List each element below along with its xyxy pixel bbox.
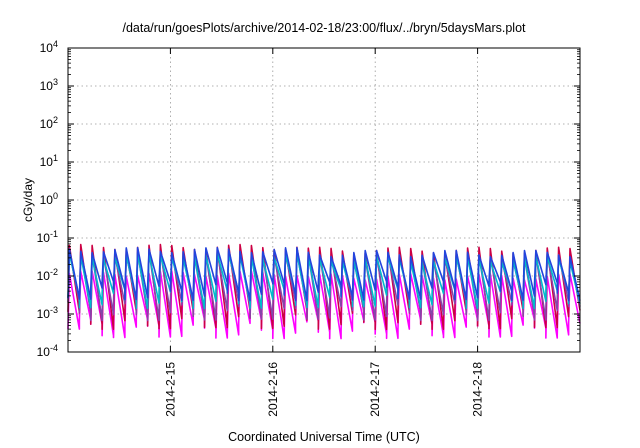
x-axis: 2014-2-15 2014-2-16 2014-2-17 2014-2-18: [163, 48, 485, 417]
y-tick-label: 10-2: [37, 267, 58, 283]
x-tick-label: 2014-2-17: [368, 362, 382, 417]
y-tick-label: 10-1: [37, 229, 58, 245]
y-tick-label: 10-4: [37, 343, 58, 359]
x-tick-label: 2014-2-16: [266, 362, 280, 417]
y-tick-label: 100: [40, 191, 58, 207]
x-tick-label: 2014-2-18: [471, 362, 485, 417]
y-axis-label: cGy/day: [21, 178, 35, 222]
y-tick-label: 102: [40, 115, 58, 131]
y-axis: 10-4 10-3 10-2 10-1 100 101 102 103 104: [37, 39, 580, 359]
y-tick-label: 104: [40, 39, 58, 55]
series-layer: [67, 243, 581, 340]
y-tick-label: 101: [40, 153, 58, 169]
x-axis-label: Coordinated Universal Time (UTC): [228, 430, 420, 444]
y-tick-label: 103: [40, 77, 58, 93]
chart-title: /data/run/goesPlots/archive/2014-02-18/2…: [122, 21, 526, 35]
x-tick-label: 2014-2-15: [163, 362, 177, 417]
series-line: [67, 246, 581, 302]
y-tick-label: 10-3: [37, 305, 58, 321]
